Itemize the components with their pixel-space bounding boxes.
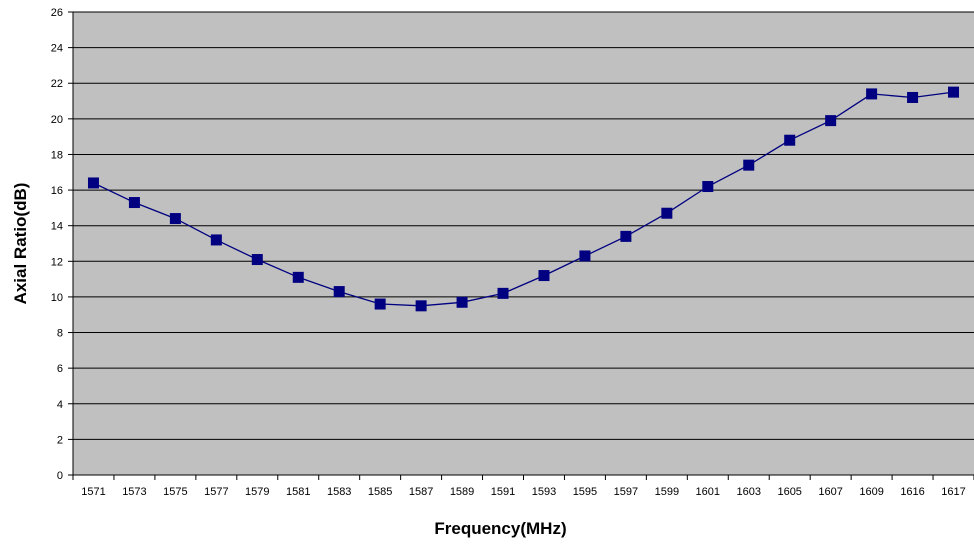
data-point-marker [374,298,386,310]
y-tick-label: 16 [51,185,63,197]
plot-area [73,12,974,475]
data-point-marker [128,197,140,209]
x-tick-label: 1593 [532,486,556,498]
axes [68,11,974,480]
x-tick-label: 1575 [163,486,187,498]
x-tick-label: 1601 [696,486,720,498]
data-point-marker [333,286,345,298]
y-axis-title: Axial Ratio(dB) [11,183,30,305]
y-tick-label: 22 [51,78,63,90]
series [87,86,960,312]
y-tick-label: 6 [57,363,63,375]
x-tick-label: 1607 [818,486,842,498]
x-tick-label: 1605 [777,486,801,498]
y-tick-label: 0 [57,470,63,482]
x-tick-label: 1599 [655,486,679,498]
x-tick-label: 1577 [204,486,228,498]
data-point-marker [415,300,427,312]
data-point-marker [210,234,222,246]
x-tick-labels: 1571 1573 1575 1577 1579 1581 1583 1585 1587 1589… [81,486,966,498]
y-tick-label: 4 [57,399,63,411]
y-tick-label: 18 [51,149,63,161]
x-tick-label: 1573 [122,486,146,498]
y-tick-label: 10 [51,292,63,304]
x-tick-label: 1571 [81,486,105,498]
x-tick-label: 1595 [573,486,597,498]
y-tick-label: 12 [51,256,63,268]
x-tick-label: 1579 [245,486,269,498]
x-tick-label: 1591 [491,486,515,498]
data-point-marker [169,213,181,225]
y-tick-label: 8 [57,328,63,340]
y-tick-label: 24 [51,43,63,55]
x-tick-label: 1597 [614,486,638,498]
y-tick-label: 2 [57,434,63,446]
y-tick-label: 14 [51,221,63,233]
data-point-marker [743,159,755,171]
data-point-marker [87,177,99,189]
x-tick-label: 1609 [859,486,883,498]
series-line [93,91,954,307]
x-tick-label: 1581 [286,486,310,498]
gridlines [73,11,974,476]
x-tick-label: 1583 [327,486,351,498]
data-point-marker [456,296,468,308]
data-point-marker [292,271,304,283]
data-point-marker [497,287,509,299]
y-tick-label: 20 [51,114,63,126]
data-point-marker [866,88,878,100]
x-tick-label: 1616 [900,486,924,498]
data-point-marker [251,254,263,266]
data-point-marker [661,207,673,219]
data-point-marker [907,91,919,103]
data-point-marker [579,250,591,262]
x-tick-label: 1587 [409,486,433,498]
data-point-marker [948,86,960,98]
x-tick-label: 1585 [368,486,392,498]
x-tick-label: 1589 [450,486,474,498]
data-point-marker [620,230,632,242]
x-axis-title: Frequency(MHz) [434,519,566,538]
x-tick-label: 1617 [941,486,965,498]
data-point-marker [825,115,837,127]
data-point-marker [702,181,714,193]
y-tick-label: 26 [51,7,63,19]
data-point-marker [538,270,550,282]
data-point-marker [784,134,796,146]
x-tick-label: 1603 [737,486,761,498]
